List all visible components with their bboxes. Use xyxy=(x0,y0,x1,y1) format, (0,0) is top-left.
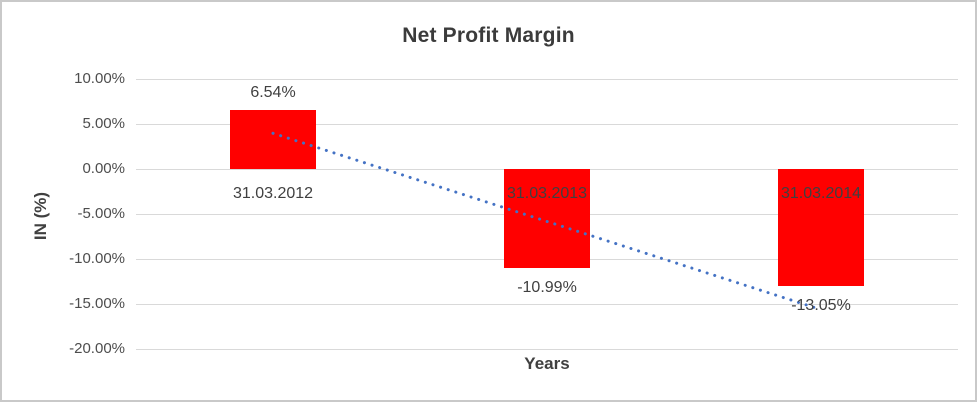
gridline xyxy=(136,79,958,80)
y-axis-tick-label: -5.00% xyxy=(77,205,125,222)
y-axis-tick-label: 10.00% xyxy=(74,70,125,87)
gridline xyxy=(136,349,958,350)
y-axis-tick-label: -20.00% xyxy=(69,340,125,357)
data-label: -13.05% xyxy=(791,297,851,315)
y-axis-tick-label: 0.00% xyxy=(82,160,125,177)
gridline xyxy=(136,124,958,125)
x-axis-title: Years xyxy=(524,354,570,373)
bar-31.03.2012 xyxy=(230,110,316,169)
y-axis-tick-label: -10.00% xyxy=(69,250,125,267)
y-axis-tick-label: 5.00% xyxy=(82,115,125,132)
data-label: -10.99% xyxy=(517,278,577,296)
chart-title: Net Profit Margin xyxy=(402,24,575,47)
category-label: 31.03.2012 xyxy=(232,185,314,202)
category-label: 31.03.2013 xyxy=(506,185,588,202)
category-label: 31.03.2014 xyxy=(780,185,862,202)
data-label: 6.54% xyxy=(250,84,296,102)
y-axis-tick-label: -15.00% xyxy=(69,295,125,312)
bar-31.03.2013 xyxy=(504,169,590,268)
